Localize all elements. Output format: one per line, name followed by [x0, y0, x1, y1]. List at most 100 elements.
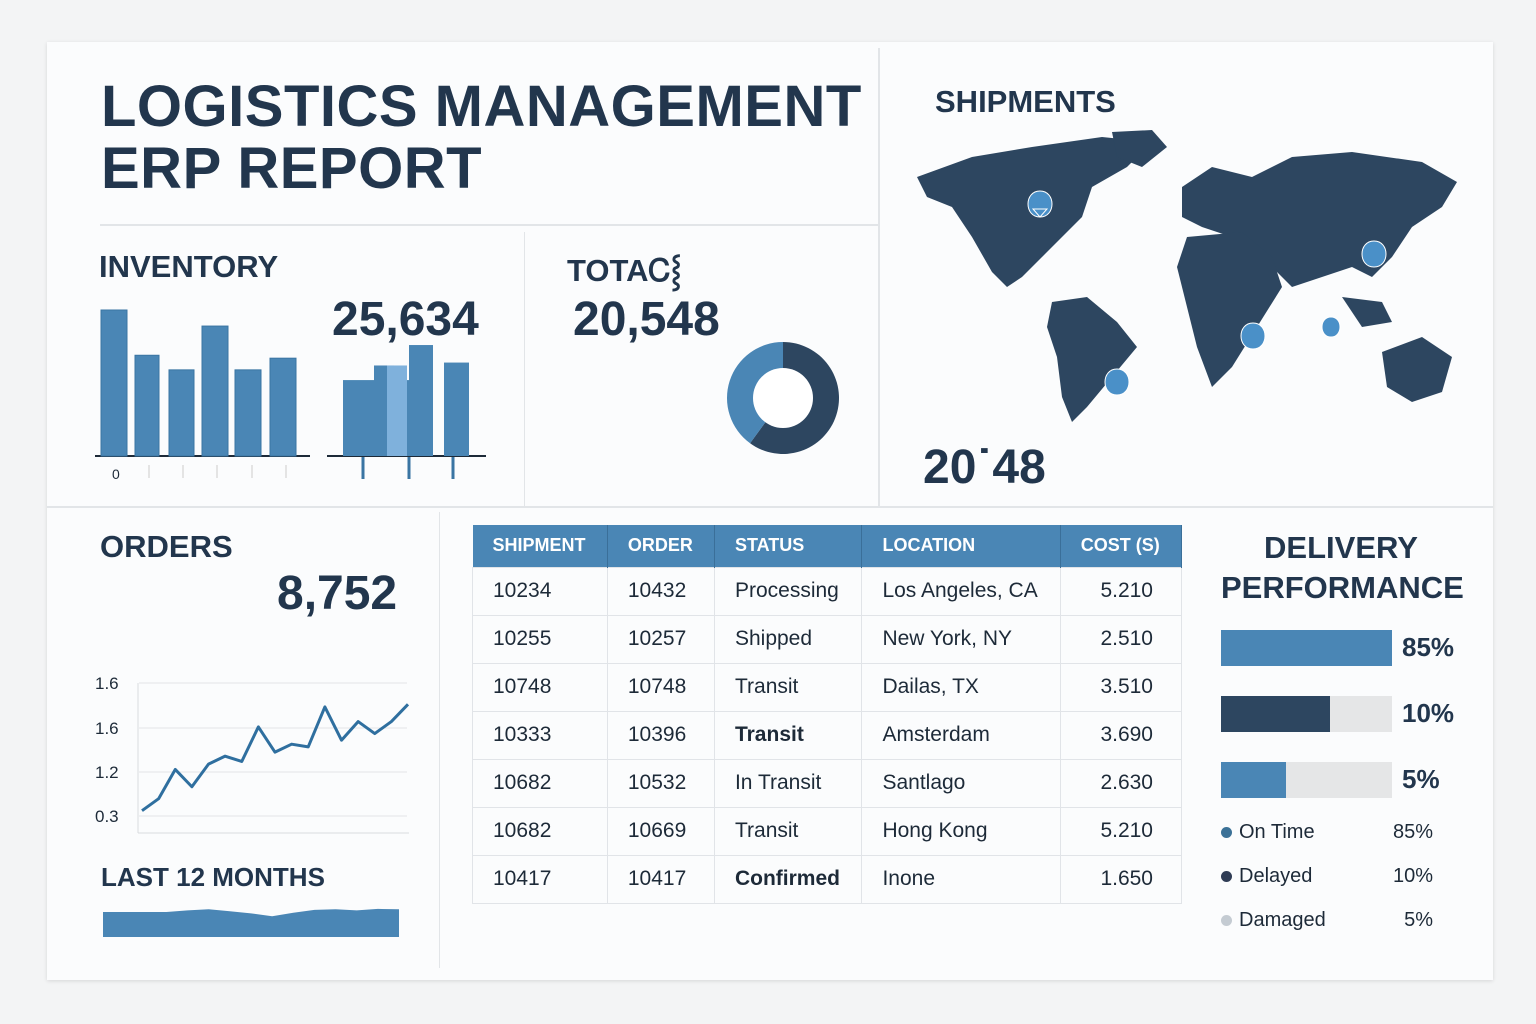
legend-label: Damaged	[1239, 909, 1326, 931]
table-cell: 10669	[606, 806, 715, 856]
divider	[524, 232, 525, 506]
table-cell: Hong Kong	[861, 806, 1061, 856]
column-header[interactable]: LOCATION	[861, 525, 1061, 567]
title-line-2: ERP REPORT	[101, 136, 483, 201]
table-cell: 10333	[472, 710, 608, 760]
inventory-bar	[134, 354, 160, 457]
table-cell: Transit	[713, 806, 863, 856]
delivery-percent: 5%	[1402, 764, 1440, 794]
table-row[interactable]: 10682 10669 Transit Hong Kong 5.210	[472, 806, 1183, 856]
table-cell: In Transit	[713, 758, 863, 808]
column-header[interactable]: COST (S)	[1060, 525, 1183, 567]
inventory-label: INVENTORY	[99, 249, 279, 284]
divider	[100, 224, 878, 226]
table-cell: New York, NY	[861, 614, 1061, 664]
legend-dot-icon	[1221, 915, 1232, 926]
total-donut-chart	[727, 342, 839, 454]
divider	[439, 512, 440, 968]
last-12-months-label: LAST 12 MONTHS	[101, 862, 325, 892]
map-pin-icon[interactable]	[1321, 316, 1341, 338]
legend-label: Delayed	[1239, 865, 1313, 887]
column-header[interactable]: SHIPMENT	[472, 525, 608, 567]
inventory-secondary-bar	[444, 362, 469, 456]
delivery-title-line-2: PERFORMANCE	[1221, 570, 1464, 605]
column-header[interactable]: STATUS	[714, 525, 863, 567]
legend-item: Delayed	[1221, 865, 1312, 888]
map-south-america	[1047, 297, 1137, 422]
legend-dot-icon	[1221, 871, 1232, 882]
table-cell: 2.630	[1059, 758, 1183, 808]
delivery-title: DELIVERY PERFORMANCE	[1221, 528, 1464, 608]
shipments-table: SHIPMENT ORDER STATUS LOCATION COST (S) 1023…	[472, 525, 1183, 904]
table-row[interactable]: 10417 10417 Confirmed Inone 1.650	[472, 854, 1183, 904]
legend-label: On Time	[1239, 821, 1315, 843]
table-row[interactable]: 10255 10257 Shipped New York, NY 2.510	[472, 614, 1183, 664]
table-cell: 10432	[606, 566, 715, 616]
table-cell: Dailas, TX	[861, 662, 1061, 712]
legend-value: 85%	[1392, 821, 1433, 843]
table-cell: Inone	[861, 854, 1061, 904]
table-cell: 2.510	[1059, 614, 1183, 664]
delivery-progress-bar	[1221, 630, 1392, 666]
map-indonesia	[1342, 297, 1392, 327]
table-cell: 10257	[606, 614, 715, 664]
delivery-percent: 10%	[1402, 698, 1455, 728]
delivery-percent: 85%	[1402, 632, 1455, 662]
shipments-value: 20˙48	[923, 441, 1046, 494]
total-value: 20,548	[573, 293, 720, 346]
progress-fill	[1221, 630, 1392, 666]
table-row[interactable]: 10682 10532 In Transit Santlago 2.630	[472, 758, 1183, 808]
table-cell: 10532	[606, 758, 715, 808]
inventory-bar	[201, 325, 229, 457]
table-row[interactable]: 10748 10748 Transit Dailas, TX 3.510	[472, 662, 1183, 712]
delivery-progress-bar	[1221, 696, 1392, 732]
table-cell: Processing	[713, 566, 863, 616]
y-tick-label: 0.3	[95, 807, 119, 826]
table-cell: 10682	[472, 806, 608, 856]
map-pin-icon[interactable]	[1104, 368, 1130, 396]
map-pin-icon[interactable]	[1361, 240, 1387, 268]
table-cell: Transit	[713, 662, 863, 712]
report-card: LOGISTICS MANAGEMENT ERP REPORT INVENTOR…	[47, 42, 1493, 980]
legend-value: 5%	[1404, 909, 1433, 931]
y-tick-label: 1.2	[95, 763, 119, 782]
inventory-bar	[168, 369, 195, 457]
world-map	[917, 130, 1457, 422]
table-cell: 3.690	[1059, 710, 1183, 760]
map-pin-icon[interactable]	[1240, 322, 1266, 350]
area-fill	[103, 908, 399, 937]
inventory-bar	[234, 369, 262, 457]
axis-zero-label: 0	[112, 466, 120, 482]
column-header[interactable]: ORDER	[607, 525, 715, 567]
table-cell: 10748	[472, 662, 608, 712]
orders-line-chart: 1.61.61.20.3JFMAMJJSD	[95, 674, 410, 834]
table-cell: 10255	[472, 614, 608, 664]
legend-dot-icon	[1221, 827, 1232, 838]
table-cell: 1.650	[1059, 854, 1183, 904]
last-12-months-area-chart	[103, 908, 399, 937]
table-cell: 10417	[606, 854, 715, 904]
table-row[interactable]: 10234 10432 Processing Los Angeles, CA 5.210	[472, 566, 1183, 616]
table-cell: Santlago	[861, 758, 1061, 808]
table-cell: 5.210	[1059, 806, 1183, 856]
table-row[interactable]: 10333 10396 Transit Amsterdam 3.690	[472, 710, 1183, 760]
y-tick-label: 1.6	[95, 674, 119, 693]
table-cell: 5.210	[1059, 566, 1183, 616]
legend-item: Damaged	[1221, 909, 1326, 932]
legend-item: On Time	[1221, 821, 1315, 844]
shipments-label: SHIPMENTS	[935, 84, 1116, 119]
total-label: TOTAᏟ⸾	[567, 253, 682, 288]
inventory-bar	[269, 357, 297, 457]
inventory-value: 25,634	[332, 293, 479, 346]
title-line-1: LOGISTICS MANAGEMENT	[101, 74, 862, 139]
map-pin-icon[interactable]	[1027, 190, 1053, 218]
progress-fill	[1221, 762, 1286, 798]
divider	[47, 506, 1493, 508]
map-australia	[1382, 337, 1452, 402]
divider	[878, 48, 880, 506]
orders-value: 8,752	[277, 567, 398, 620]
table-cell: 10396	[606, 710, 715, 760]
page-title: LOGISTICS MANAGEMENT ERP REPORT	[101, 76, 862, 200]
map-eurasia	[1182, 152, 1457, 287]
table-cell: 10748	[606, 662, 715, 712]
